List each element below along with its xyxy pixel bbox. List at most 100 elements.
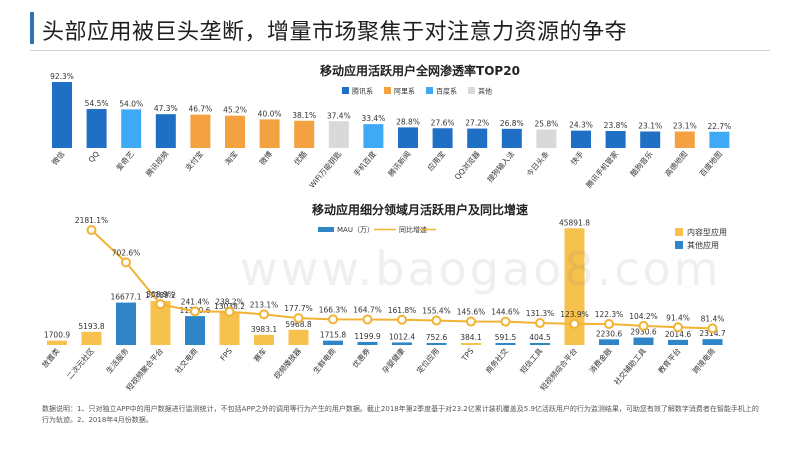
chart1-category-label: QQ	[87, 149, 102, 164]
chart2-mau-label: 3983.1	[251, 325, 277, 334]
chart2-category-label: 放置类	[39, 345, 61, 369]
chart2-bar	[426, 343, 447, 345]
chart2-mau-label: 45891.8	[559, 218, 590, 227]
chart2-category-label: TPS	[459, 346, 476, 363]
chart2-bar	[392, 342, 412, 345]
chart1-bar	[294, 120, 315, 148]
chart2-growth-point	[155, 299, 166, 310]
chart1-category-label: QQ浏览器	[452, 148, 482, 181]
chart1-value-label: 37.4%	[327, 111, 351, 120]
chart2-side-legend-swatch	[675, 241, 683, 249]
chart2-bar	[116, 302, 136, 345]
chart1-legend-label: 阿里系	[394, 87, 415, 96]
chart1-bar	[709, 131, 730, 148]
chart2-growth-label: 81.4%	[701, 314, 725, 323]
chart1-value-label: 47.3%	[154, 104, 178, 113]
chart2-side-legend-label: 内容型应用	[687, 227, 727, 237]
chart2-category-label: 优惠券	[350, 345, 372, 369]
chart1-category-label: 今日头条	[524, 148, 551, 178]
chart1-bar	[363, 124, 384, 148]
chart1-value-label: 46.7%	[188, 105, 212, 114]
chart2-category-label: 孕婴健康	[380, 345, 407, 375]
title-divider	[30, 50, 770, 51]
chart1-value-label: 54.0%	[119, 99, 143, 108]
chart2-title: 移动应用细分领域月活跃用户及同比增速	[312, 202, 528, 217]
chart2-growth-point	[673, 322, 683, 333]
chart2-growth-label: 702.6%	[112, 248, 141, 257]
chart2-mau-label: 17289.2	[145, 291, 176, 300]
chart2-growth-label: 2181.1%	[75, 216, 108, 225]
chart2-mau-label: 5968.8	[285, 320, 311, 329]
chart1-category-label: 腾讯新闻	[386, 149, 413, 178]
chart1-bar	[328, 121, 349, 148]
chart2-category-label: 短信工具	[518, 345, 545, 375]
chart2-growth-point	[259, 309, 269, 320]
chart2-growth-label: 91.4%	[666, 313, 690, 322]
chart1-bar	[640, 131, 661, 148]
chart1-value-label: 26.8%	[500, 119, 524, 128]
chart2-growth-point	[293, 313, 304, 324]
chart1-value-label: 33.4%	[361, 114, 385, 123]
chart2-bar	[633, 337, 654, 345]
chart1-value-label: 28.8%	[396, 117, 420, 126]
chart2-growth-point	[604, 319, 614, 330]
chart2-bar	[323, 340, 343, 345]
chart2-side-legend-label: 其他应用	[687, 240, 719, 250]
chart1-category-label: 微信	[49, 148, 67, 166]
chart2-mau-label: 1199.9	[354, 332, 380, 341]
chart2-mau-label: 591.5	[495, 333, 517, 342]
chart1-category-label: 微博	[257, 148, 275, 166]
chart2-category-label: 跨境电商	[690, 345, 717, 375]
chart2-mau-label: 1700.9	[44, 331, 70, 340]
footnote: 数据说明：1、只对独立APP中的用户数据进行监测统计，不包括APP之外的调用等行…	[42, 405, 759, 424]
chart2-mau-label: 752.6	[426, 333, 448, 342]
chart1-value-label: 38.1%	[292, 111, 316, 120]
chart2-category-label: 赛车	[251, 345, 269, 363]
chart2-mau-label: 2314.7	[699, 329, 725, 338]
chart1-bar	[86, 109, 107, 148]
chart2-bar	[185, 316, 205, 345]
chart1-value-label: 92.3%	[50, 72, 74, 81]
chart2-growth-label: 131.3%	[526, 309, 555, 318]
chart1-value-label: 27.6%	[431, 118, 455, 127]
chart2-growth-point	[500, 316, 511, 327]
chart2-bar	[564, 228, 585, 345]
chart1-legend-label: 其他	[478, 87, 492, 96]
chart2-legend-swatch-bar	[318, 227, 334, 232]
chart2-growth-label: 213.1%	[250, 300, 279, 309]
chart1-value-label: 54.5%	[85, 99, 109, 108]
chart2-bar	[47, 340, 67, 345]
chart2-bar	[668, 339, 688, 345]
chart1-category-label: 优酷	[291, 148, 309, 166]
chart2-growth-label: 308.9%	[146, 290, 175, 299]
chart1-category-label: 腾讯视频	[143, 148, 170, 178]
chart1-bar	[501, 128, 522, 148]
chart1-legend-swatch	[384, 87, 391, 94]
title-accent-bar	[30, 12, 34, 44]
chart2-bar	[702, 339, 723, 345]
chart2-bar	[288, 329, 309, 345]
chart1-title: 移动应用活跃用户全网渗透率TOP20	[320, 63, 520, 78]
chart1-value-label: 45.2%	[223, 106, 247, 115]
chart2-category-label: 社交电商	[173, 345, 200, 375]
chart1-value-label: 23.8%	[604, 121, 628, 130]
chart2-growth-point	[121, 257, 131, 268]
chart2-growth-point	[397, 314, 407, 325]
chart1-bar	[605, 130, 626, 148]
chart1-category-label: 应用宝	[425, 148, 447, 172]
page-title: 头部应用被巨头垄断，增量市场聚焦于对注意力资源的争夺	[42, 20, 628, 45]
chart2-growth-point	[569, 318, 580, 329]
chart2-mau-label: 2230.6	[596, 329, 622, 338]
chart1-value-label: 22.7%	[707, 122, 731, 131]
chart1-bar	[225, 115, 245, 148]
chart1-value-label: 27.2%	[465, 119, 489, 128]
chart1-legend-label: 腾讯系	[352, 87, 373, 96]
chart2-category-label: 二次元社区	[64, 345, 96, 381]
chart2-growth-label: 164.7%	[353, 306, 382, 315]
chart2-legend-label: MAU（万）	[337, 226, 374, 234]
chart1-bar	[536, 129, 557, 148]
chart1-bar	[571, 130, 591, 148]
chart2-category-label: 生活服务	[104, 345, 131, 375]
chart2-growth-label: 123.9%	[560, 310, 589, 319]
